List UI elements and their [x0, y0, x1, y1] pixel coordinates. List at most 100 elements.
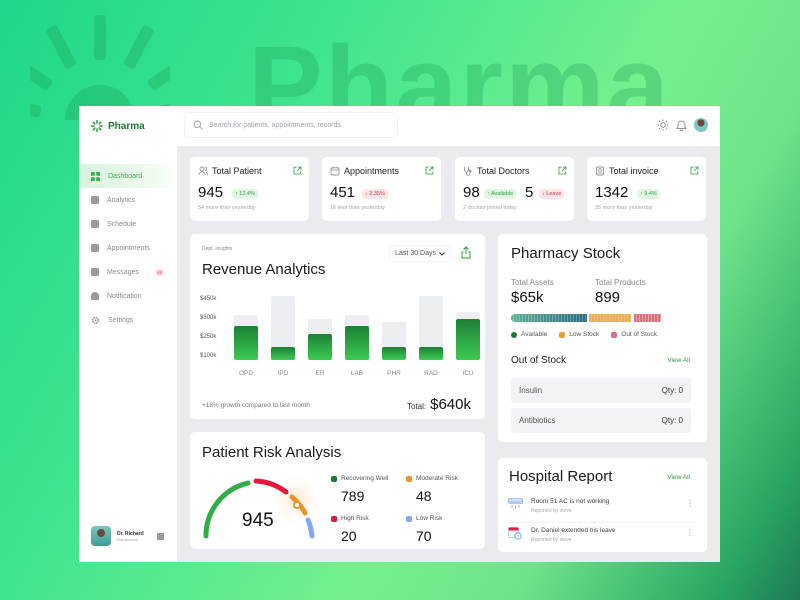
bar-ipd[interactable] — [271, 296, 295, 360]
external-link-icon[interactable] — [425, 166, 434, 175]
sidebar-item-analytics[interactable]: Analytics — [79, 188, 177, 212]
calendar-icon — [91, 244, 99, 252]
item-qty: Qty: 0 — [661, 386, 683, 395]
external-link-icon[interactable] — [293, 166, 302, 175]
sidebar-item-appointments[interactable]: Appointments — [79, 236, 177, 260]
date-range-dropdown[interactable]: Last 30 Days — [390, 246, 450, 261]
calendar-clock-icon — [508, 527, 522, 540]
out-of-stock-view-all-link[interactable]: View All — [667, 357, 690, 364]
x-axis-label: OPD — [238, 370, 254, 377]
stat-change-badge: ↓ 2.35% — [362, 189, 388, 199]
total-products-label: Total Products — [595, 278, 646, 287]
sidebar-item-notification[interactable]: Notification — [79, 284, 177, 308]
external-link-icon[interactable] — [690, 166, 699, 175]
brand[interactable]: Pharma — [91, 120, 145, 132]
sidebar-nav: Dashboard Analytics Schedule Appointment… — [79, 164, 177, 332]
bar-value — [382, 346, 406, 360]
stat-title: Appointments — [344, 166, 400, 176]
topbar-actions — [657, 118, 708, 132]
report-item[interactable]: Dr. Daniel extended his leave Reported b… — [508, 524, 696, 552]
available-badge: ↑ Available — [484, 189, 517, 199]
total-products-value: 899 — [595, 289, 621, 306]
bar-er[interactable] — [308, 296, 332, 360]
bell-icon[interactable] — [676, 119, 687, 131]
external-link-icon[interactable] — [558, 166, 567, 175]
item-name: Antibiotics — [519, 416, 556, 425]
avatar — [91, 526, 111, 546]
user-profile[interactable]: Dr. Richard Free Account — [91, 526, 144, 546]
out-of-stock-row[interactable]: Insulin Qty: 0 — [511, 378, 691, 403]
bar-opd[interactable] — [234, 296, 258, 360]
total-assets-label: Total Assets — [511, 278, 554, 287]
sidebar-item-schedule[interactable]: Schedule — [79, 212, 177, 236]
topbar: Search for patients, appointments, recor… — [177, 106, 720, 146]
brand-name: Pharma — [108, 120, 145, 132]
more-options-icon[interactable]: ⋮ — [686, 499, 694, 508]
legend-label: Moderate Risk — [416, 475, 458, 482]
sidebar-item-label: Messages — [107, 268, 139, 276]
more-options-icon[interactable]: ⋮ — [686, 528, 694, 537]
grid-icon — [91, 171, 100, 181]
stock-legend: Available Low Stock Out of Stock — [511, 331, 657, 338]
stat-value: 98 — [463, 184, 480, 201]
stat-subtext: 2 doctors joined today — [463, 205, 517, 211]
sidebar-item-dashboard[interactable]: Dashboard — [79, 164, 177, 188]
users-icon — [198, 166, 208, 176]
bar-phr[interactable] — [382, 296, 406, 360]
sun-icon[interactable] — [657, 119, 669, 131]
bar-rad[interactable] — [419, 296, 443, 360]
hospital-report-card: Hospital Report View All Room 51 AC is n… — [498, 458, 707, 552]
report-item[interactable]: Room 51 AC is not working Reported by st… — [508, 495, 696, 523]
calendar-icon — [330, 166, 340, 176]
revenue-eyebrow: Dept. insights — [202, 246, 233, 252]
bell-icon — [91, 292, 99, 300]
x-axis-label: LAB — [350, 370, 364, 377]
pharmacy-stock-card: Pharmacy Stock Total Assets $65k Total P… — [498, 234, 707, 442]
legend-label: High Risk — [341, 515, 369, 522]
app-window: Pharma Dashboard Analytics Schedule Appo… — [79, 106, 720, 562]
legend-label: Low Stock — [569, 331, 600, 338]
search-icon — [193, 120, 203, 130]
sun-watermark-icon — [30, 15, 170, 120]
x-axis-label: ICU — [462, 370, 474, 377]
sidebar-item-messages[interactable]: Messages 48 — [79, 260, 177, 284]
stat-card-total-patient: Total Patient 945 ↑ 12.4% 54 more than y… — [190, 157, 309, 221]
sidebar-item-settings[interactable]: Settings — [79, 308, 177, 332]
user-avatar[interactable] — [694, 118, 708, 132]
logout-icon[interactable] — [157, 533, 164, 540]
y-tick: $250k — [200, 334, 217, 340]
legend-label: Recovering Well — [341, 475, 389, 482]
total-label: Total: — [407, 402, 427, 411]
message-icon — [91, 268, 99, 276]
share-icon[interactable] — [460, 246, 472, 259]
sidebar-item-label: Notification — [107, 292, 142, 300]
report-item-title: Room 51 AC is not working — [531, 498, 610, 505]
report-view-all-link[interactable]: View All — [667, 474, 690, 481]
report-item-subtitle: Reported by steve — [531, 537, 572, 543]
item-qty: Qty: 0 — [661, 416, 683, 425]
stat-value: 451 — [330, 184, 356, 201]
report-title: Hospital Report — [509, 468, 613, 485]
y-tick: $300k — [200, 315, 217, 321]
document-icon — [91, 220, 99, 228]
bar-value — [345, 326, 369, 360]
total-value: $640k — [430, 396, 471, 413]
patient-risk-card: Patient Risk Analysis 945 Recovering Wel… — [190, 432, 485, 549]
stat-subtext: 54 more than yesterday — [198, 205, 256, 211]
stat-title: Total Patient — [212, 166, 262, 176]
risk-value-moderate-risk: 48 — [416, 488, 432, 504]
x-axis-label: IPD — [277, 370, 289, 377]
out-of-stock-row[interactable]: Antibiotics Qty: 0 — [511, 408, 691, 433]
stock-bar-low — [589, 314, 631, 322]
bar-value — [234, 326, 258, 360]
bar-lab[interactable] — [345, 296, 369, 360]
legend-dot-available — [511, 331, 517, 338]
date-range-value: Last 30 Days — [395, 250, 436, 257]
risk-gauge — [203, 472, 320, 539]
stat-title: Total Doctors — [477, 166, 530, 176]
bar-value — [308, 334, 332, 360]
bar-icu[interactable] — [456, 296, 480, 360]
out-of-stock-title: Out of Stock — [511, 355, 567, 366]
stat-card-appointments: Appointments 451 ↓ 2.35% 16 less than ye… — [322, 157, 441, 221]
search-input[interactable]: Search for patients, appointments, recor… — [185, 113, 397, 137]
